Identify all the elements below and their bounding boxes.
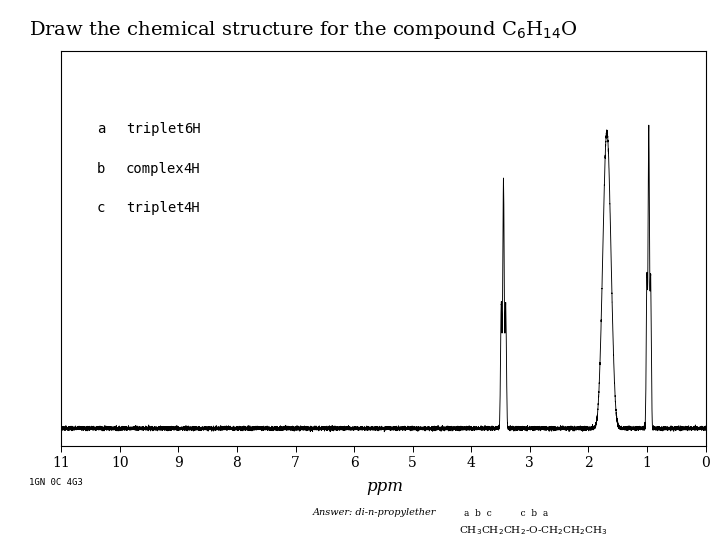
Text: a: a [96,122,105,136]
Text: Draw the chemical structure for the compound C$_6$H$_{14}$O: Draw the chemical structure for the comp… [29,19,577,41]
Text: 1GN 0C 4G3: 1GN 0C 4G3 [29,478,83,487]
Text: Answer: di-n-propylether: Answer: di-n-propylether [313,508,436,517]
Text: 4H: 4H [184,161,200,176]
Text: 6H: 6H [184,122,200,136]
Text: triplet: triplet [126,122,184,136]
Text: b: b [96,161,105,176]
Text: 4H: 4H [184,201,200,215]
Text: c: c [96,201,105,215]
Text: a  b  c          c  b  a: a b c c b a [464,509,549,518]
Text: complex: complex [126,161,184,176]
Text: triplet: triplet [126,201,184,215]
Text: CH$_3$CH$_2$CH$_2$-O-CH$_2$CH$_2$CH$_3$: CH$_3$CH$_2$CH$_2$-O-CH$_2$CH$_2$CH$_3$ [459,524,608,537]
Text: ppm: ppm [366,478,404,495]
